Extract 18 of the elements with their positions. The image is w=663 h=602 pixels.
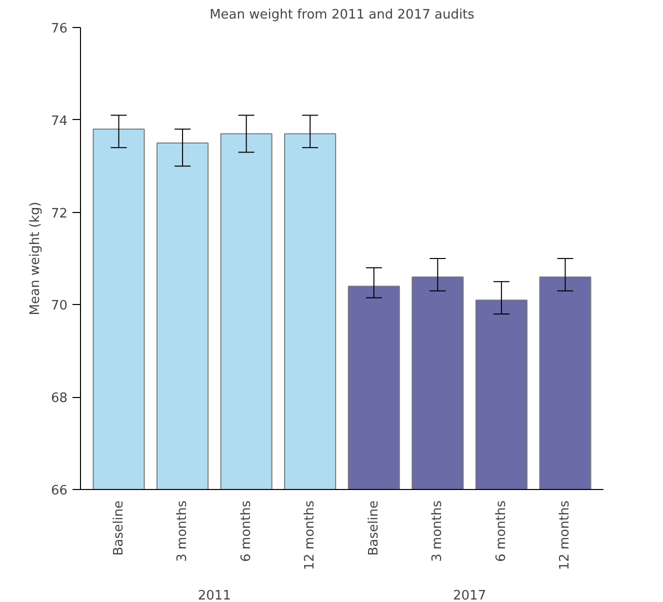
y-tick-label: 76 [50,22,68,36]
chart-title: Mean weight from 2011 and 2017 audits [210,8,475,22]
x-tick-label: Baseline [111,500,126,556]
y-tick-label: 74 [50,114,68,129]
y-tick-label: 70 [50,298,68,314]
y-tick-label: 68 [50,391,68,406]
x-tick-label: Baseline [366,500,382,556]
text: 2011 [198,588,231,602]
x-tick-label: 3 months [430,500,446,562]
y-axis-title: Mean weight (kg) [28,202,43,316]
x-tick-label: 12 months [302,500,318,570]
x-tick-label: 3 months [175,500,190,562]
x-tick-label: 6 months [494,500,509,562]
x-tick-label: 6 months [238,500,254,562]
text: 2017 [453,588,486,602]
y-tick-label: 66 [50,484,68,498]
x-tick-label: 12 months [558,500,573,570]
y-tick-label: 72 [50,206,68,222]
